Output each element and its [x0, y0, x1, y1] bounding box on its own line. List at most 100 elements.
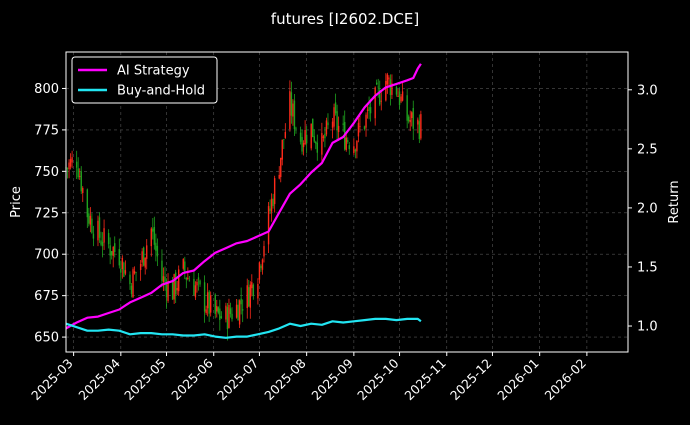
- candle-body: [312, 118, 314, 137]
- candle-body: [342, 123, 344, 125]
- y-left-tick-label: 675: [34, 289, 59, 304]
- candle-body: [209, 295, 212, 313]
- y-left-tick-label: 750: [34, 165, 59, 180]
- candle-body: [165, 283, 168, 298]
- candle-body: [161, 260, 163, 281]
- candle-body: [206, 292, 209, 309]
- candle-body: [251, 282, 253, 289]
- candle-body: [66, 168, 69, 170]
- candle-body: [86, 189, 89, 218]
- candle-body: [220, 316, 223, 318]
- candle-body: [237, 304, 239, 321]
- candle-body: [397, 95, 399, 97]
- y-axis-label-right: Return: [667, 180, 682, 223]
- candle-body: [98, 217, 101, 238]
- candle-body: [368, 107, 370, 111]
- candle-body: [92, 233, 95, 239]
- x-tick-label: 2025-07: [214, 356, 262, 404]
- candle-body: [194, 285, 197, 298]
- candle-body: [121, 257, 124, 269]
- candle-body: [315, 141, 317, 144]
- series-line-buy-and-hold: [65, 317, 422, 339]
- candle-body: [79, 176, 81, 177]
- candle-body: [289, 91, 291, 130]
- candle-body: [107, 232, 110, 245]
- candle-body: [144, 257, 146, 268]
- candle-body: [345, 137, 347, 151]
- candle-body: [187, 277, 189, 280]
- candle-body: [295, 127, 297, 129]
- candle-body: [219, 308, 221, 320]
- candle-body: [359, 126, 361, 127]
- candle-body: [290, 92, 293, 116]
- candle-body: [293, 100, 296, 130]
- candle-body: [324, 133, 326, 139]
- y-right-tick-label: 2.5: [637, 142, 658, 157]
- candle-body: [385, 81, 387, 101]
- candle-body: [153, 226, 156, 245]
- candle-body: [316, 142, 319, 153]
- candle-body: [417, 119, 419, 125]
- candle-body: [389, 79, 392, 96]
- candle-body: [164, 276, 166, 283]
- candle-body: [299, 132, 302, 142]
- candle-body: [374, 87, 376, 119]
- candle-body: [379, 89, 381, 105]
- candle-body: [395, 87, 398, 95]
- x-tick-label: 2025-03: [28, 356, 76, 404]
- candle-body: [141, 251, 143, 263]
- candle-body: [336, 111, 338, 131]
- candle-body: [337, 125, 340, 133]
- candle-body: [231, 313, 233, 320]
- candle-body: [217, 307, 220, 313]
- candle-body: [267, 206, 270, 245]
- chart-title: futures [I2602.DCE]: [271, 10, 419, 28]
- candle-body: [273, 178, 276, 205]
- candle-body: [386, 74, 389, 85]
- x-tick-label: 2025-10: [354, 355, 402, 403]
- candle-body: [292, 103, 294, 117]
- candle-body: [229, 308, 232, 315]
- legend-label-ai-strategy: AI Strategy: [117, 64, 190, 79]
- candle-body: [391, 83, 393, 95]
- candle-body: [205, 309, 207, 314]
- candle-body: [356, 140, 358, 152]
- series-line-ai-strategy: [65, 63, 422, 330]
- candle-body: [112, 246, 114, 256]
- candle-body: [334, 102, 337, 114]
- candle-body: [109, 245, 111, 256]
- x-tick-label: 2025-06: [168, 355, 216, 403]
- series-layer: [65, 63, 422, 339]
- candle-body: [398, 91, 401, 106]
- candle-body: [82, 187, 84, 194]
- candle-body: [407, 116, 410, 122]
- y-right-tick-label: 2.0: [637, 201, 658, 216]
- candle-layer: [65, 72, 422, 341]
- candle-body: [420, 114, 422, 139]
- candle-body: [235, 304, 238, 318]
- candle-body: [357, 122, 360, 137]
- candle-body: [91, 218, 93, 233]
- candle-body: [146, 245, 148, 259]
- y-right-tick-label: 1.5: [637, 260, 658, 275]
- candle-body: [281, 139, 283, 160]
- candle-body: [225, 305, 227, 320]
- candle-body: [322, 136, 325, 138]
- candle-body: [284, 132, 287, 138]
- candle-body: [283, 139, 285, 141]
- candle-body: [162, 276, 165, 282]
- candle-body: [241, 309, 244, 311]
- candle-body: [152, 228, 154, 232]
- candle-body: [68, 162, 70, 170]
- candle-body: [182, 259, 184, 269]
- candle-body: [103, 228, 105, 243]
- y-right-tick-label: 3.0: [637, 83, 658, 98]
- candle-body: [327, 122, 329, 126]
- candle-body: [193, 278, 195, 296]
- candle-body: [133, 271, 136, 274]
- candle-body: [270, 198, 273, 212]
- candle-body: [156, 245, 159, 257]
- candle-body: [365, 114, 367, 128]
- candle-body: [321, 133, 323, 155]
